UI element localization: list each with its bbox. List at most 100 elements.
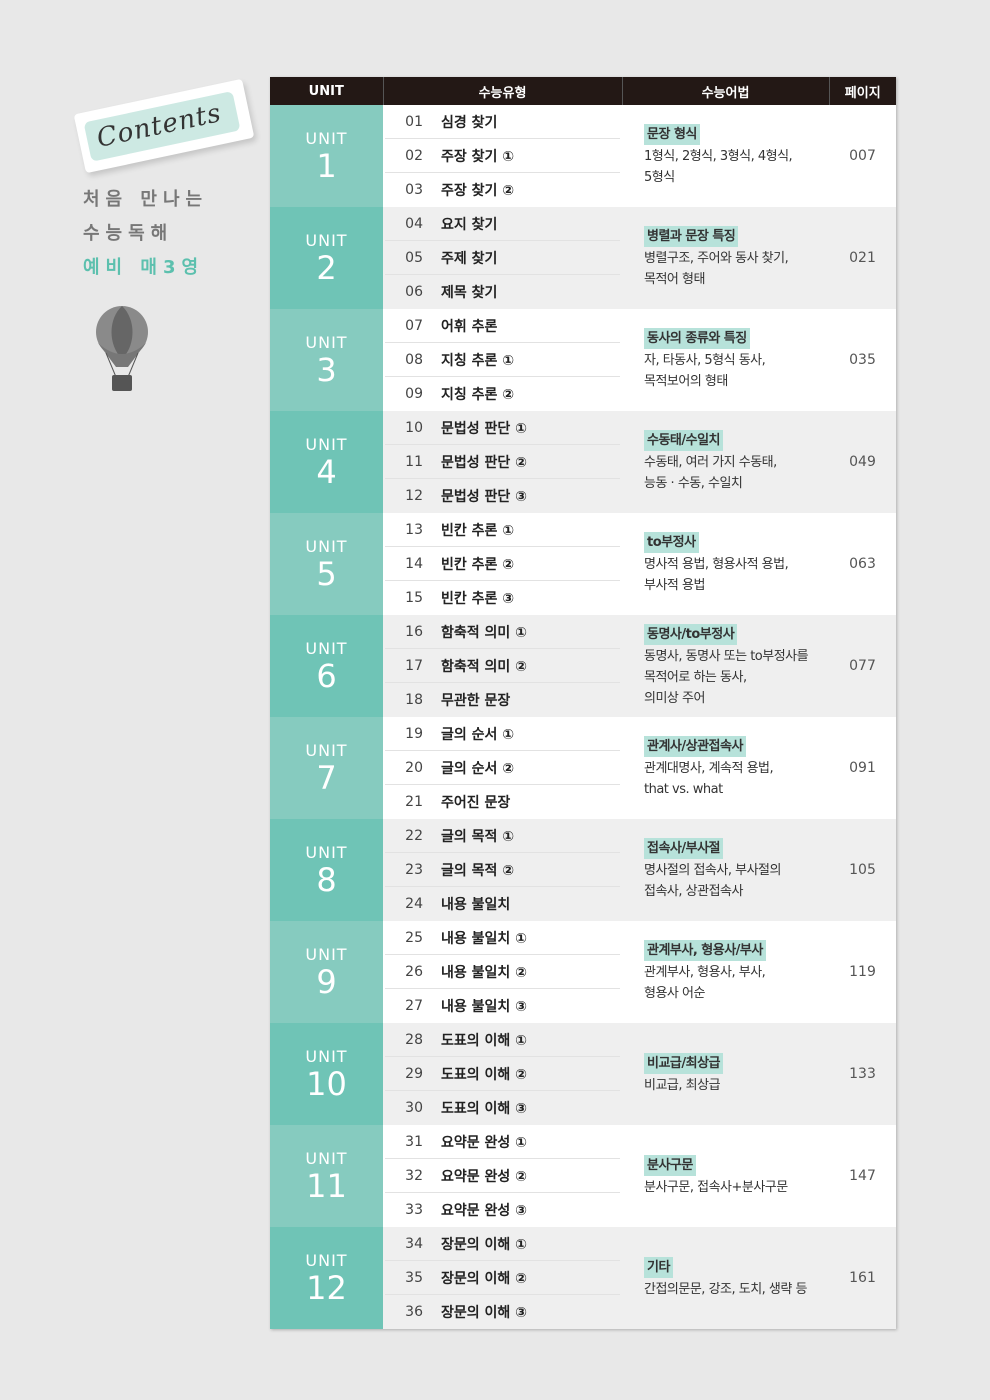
type-item[interactable]: 21 주어진 문장: [385, 785, 620, 819]
page-number[interactable]: 147: [829, 1125, 896, 1227]
type-item[interactable]: 30 도표의 이해 ③: [385, 1091, 620, 1125]
page-number[interactable]: 105: [829, 819, 896, 921]
type-number: 35: [405, 1269, 423, 1286]
type-cell: 01 심경 찾기 02 주장 찾기 ① 03 주장 찾기 ②: [383, 105, 622, 207]
header-type: 수능유형: [383, 77, 623, 105]
type-title: 빈칸 추론 ③: [441, 591, 515, 607]
type-item[interactable]: 10 문법성 판단 ①: [385, 411, 620, 445]
header-grammar: 수능어법: [622, 77, 830, 105]
grammar-title: 수동태/수일치: [644, 430, 724, 451]
type-item[interactable]: 29 도표의 이해 ②: [385, 1057, 620, 1091]
type-cell: 19 글의 순서 ① 20 글의 순서 ② 21 주어진 문장: [383, 717, 622, 819]
type-item[interactable]: 01 심경 찾기: [385, 105, 620, 139]
type-number: 29: [405, 1065, 423, 1082]
type-item[interactable]: 20 글의 순서 ②: [385, 751, 620, 785]
grammar-detail: 5형식: [644, 170, 675, 185]
type-cell: 31 요약문 완성 ① 32 요약문 완성 ② 33 요약문 완성 ③: [383, 1125, 622, 1227]
type-cell: 16 함축적 의미 ① 17 함축적 의미 ② 18 무관한 문장: [383, 615, 622, 717]
type-item[interactable]: 17 함축적 의미 ②: [385, 649, 620, 683]
type-item[interactable]: 28 도표의 이해 ①: [385, 1023, 620, 1057]
grammar-detail: 자, 타동사, 5형식 동사,: [644, 353, 766, 368]
type-item[interactable]: 27 내용 불일치 ③: [385, 989, 620, 1023]
type-item[interactable]: 23 글의 목적 ②: [385, 853, 620, 887]
type-title: 주어진 문장: [441, 795, 511, 811]
unit-number: 11: [306, 1166, 347, 1205]
page-number[interactable]: 133: [829, 1023, 896, 1125]
type-item[interactable]: 26 내용 불일치 ②: [385, 955, 620, 989]
type-number: 03: [405, 182, 423, 198]
type-number: 34: [405, 1235, 423, 1252]
type-number: 07: [405, 317, 423, 334]
unit-row: UNIT 2 04 요지 찾기 05 주제 찾기 06 제목 찾기 병렬과 문장 특징 병렬구…: [270, 207, 896, 309]
grammar-detail: 부사적 용법: [644, 578, 705, 593]
type-item[interactable]: 31 요약문 완성 ①: [385, 1125, 620, 1159]
type-number: 09: [405, 386, 423, 402]
page-number[interactable]: 091: [829, 717, 896, 819]
type-item[interactable]: 05 주제 찾기: [385, 241, 620, 275]
type-title: 요지 찾기: [441, 216, 498, 233]
unit-label: UNIT: [305, 332, 348, 352]
type-item[interactable]: 14 빈칸 추론 ②: [385, 547, 620, 581]
type-item[interactable]: 09 지칭 추론 ②: [385, 377, 620, 411]
page-number[interactable]: 049: [829, 411, 896, 513]
type-item[interactable]: 33 요약문 완성 ③: [385, 1193, 620, 1227]
type-cell: 25 내용 불일치 ① 26 내용 불일치 ② 27 내용 불일치 ③: [383, 921, 622, 1023]
type-item[interactable]: 24 내용 불일치: [385, 887, 620, 921]
grammar-cell: 기타 간접의문문, 강조, 도치, 생략 등: [622, 1227, 829, 1329]
page-number[interactable]: 077: [829, 615, 896, 717]
type-item[interactable]: 06 제목 찾기: [385, 275, 620, 309]
type-item[interactable]: 08 지칭 추론 ①: [385, 343, 620, 377]
grammar-detail: 비교급, 최상급: [644, 1077, 721, 1093]
unit-row: UNIT 6 16 함축적 의미 ① 17 함축적 의미 ② 18 무관한 문장 동명사/t…: [270, 615, 896, 717]
grammar-title: 비교급/최상급: [644, 1052, 724, 1074]
type-number: 01: [405, 113, 423, 130]
grammar-cell: 동명사/to부정사 동명사, 동명사 또는 to부정사를 목적어로 하는 동사, 의미…: [622, 615, 829, 717]
type-number: 11: [405, 453, 423, 470]
type-item[interactable]: 18 무관한 문장: [385, 683, 620, 717]
type-number: 21: [405, 794, 423, 810]
type-title: 지칭 추론 ②: [441, 387, 515, 403]
unit-label: UNIT: [305, 638, 348, 658]
type-item[interactable]: 16 함축적 의미 ①: [385, 615, 620, 649]
grammar-detail: 목적보어의 형태: [644, 374, 728, 389]
type-item[interactable]: 32 요약문 완성 ②: [385, 1159, 620, 1193]
type-item[interactable]: 02 주장 찾기 ①: [385, 139, 620, 173]
type-title: 빈칸 추론 ②: [441, 556, 515, 573]
type-item[interactable]: 12 문법성 판단 ③: [385, 479, 620, 513]
grammar-title: 기타: [644, 1256, 673, 1278]
type-item[interactable]: 36 장문의 이해 ③: [385, 1295, 620, 1329]
page-number[interactable]: 119: [829, 921, 896, 1023]
page-number[interactable]: 035: [829, 309, 896, 411]
type-item[interactable]: 04 요지 찾기: [385, 207, 620, 241]
grammar-title: 관계사/상관접속사: [644, 736, 746, 757]
unit-cell: UNIT 2: [270, 207, 383, 309]
unit-label: UNIT: [305, 1250, 348, 1270]
type-item[interactable]: 19 글의 순서 ①: [385, 717, 620, 751]
unit-label: UNIT: [305, 128, 348, 148]
type-item[interactable]: 22 글의 목적 ①: [385, 819, 620, 853]
type-item[interactable]: 25 내용 불일치 ①: [385, 921, 620, 955]
page-number[interactable]: 007: [829, 105, 896, 207]
type-item[interactable]: 13 빈칸 추론 ①: [385, 513, 620, 547]
type-title: 도표의 이해 ①: [441, 1032, 528, 1049]
type-item[interactable]: 34 장문의 이해 ①: [385, 1227, 620, 1261]
type-item[interactable]: 07 어휘 추론: [385, 309, 620, 343]
page-number[interactable]: 021: [829, 207, 896, 309]
grammar-detail: 의미상 주어: [644, 690, 705, 706]
unit-label: UNIT: [305, 1148, 348, 1168]
grammar-title: 동사의 종류와 특징: [644, 328, 750, 349]
type-item[interactable]: 03 주장 찾기 ②: [385, 173, 620, 207]
page-number[interactable]: 161: [829, 1227, 896, 1329]
grammar-detail: 명사절의 접속사, 부사절의: [644, 863, 781, 878]
unit-cell: UNIT 7: [270, 717, 383, 819]
page-number[interactable]: 063: [829, 513, 896, 615]
type-item[interactable]: 35 장문의 이해 ②: [385, 1261, 620, 1295]
type-item[interactable]: 11 문법성 판단 ②: [385, 445, 620, 479]
type-cell: 13 빈칸 추론 ① 14 빈칸 추론 ② 15 빈칸 추론 ③: [383, 513, 622, 615]
type-item[interactable]: 15 빈칸 추론 ③: [385, 581, 620, 615]
grammar-detail: 동명사, 동명사 또는 to부정사를: [644, 648, 809, 664]
type-number: 20: [405, 759, 423, 776]
unit-label: UNIT: [305, 740, 348, 760]
